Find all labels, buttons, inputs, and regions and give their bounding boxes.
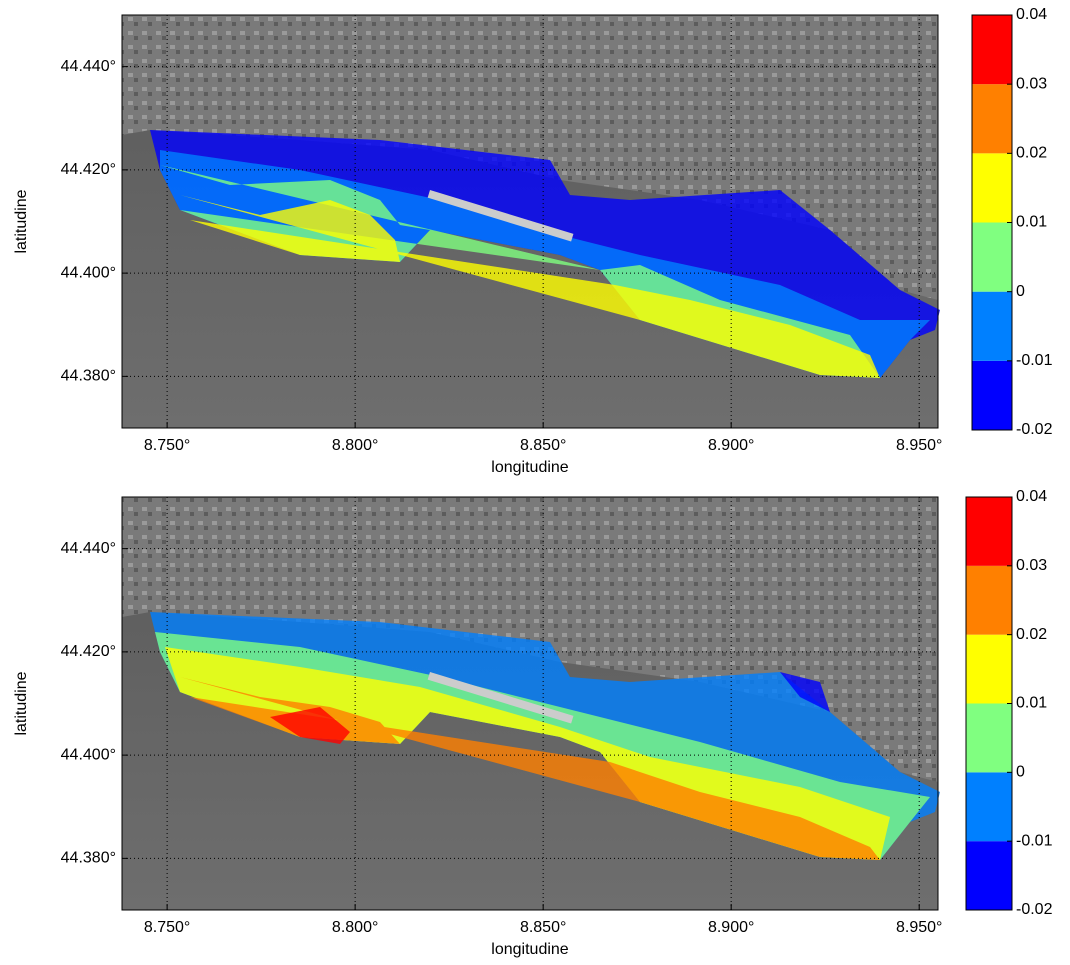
- y-tick-label: 44.400°: [61, 746, 116, 763]
- y-tick-label: 44.440°: [61, 540, 116, 557]
- x-axis-label: longitudine: [491, 941, 569, 958]
- colorbar-label: 0.03: [1016, 557, 1047, 574]
- colorbar-label: 0.01: [1016, 214, 1047, 231]
- y-tick-label: 44.380°: [61, 368, 116, 385]
- figure: 8.750° 8.800° 8.850° 8.900° 8.950° 44.380° 44.…: [0, 0, 1070, 965]
- x-tick-label: 8.950°: [896, 919, 942, 936]
- colorbar-label: 0: [1016, 283, 1025, 300]
- colorbar-segment: [966, 704, 1012, 773]
- x-tick-label: 8.850°: [520, 919, 566, 936]
- x-tick-label: 8.750°: [144, 919, 190, 936]
- colorbar-label: 0.04: [1016, 488, 1047, 505]
- colorbar-label: -0.02: [1016, 421, 1053, 438]
- colorbar-segment: [966, 841, 1012, 910]
- x-tick-label: 8.850°: [520, 437, 566, 454]
- colorbar-segment: [966, 635, 1012, 704]
- colorbar-label: 0: [1016, 764, 1025, 781]
- x-tick-label: 8.750°: [144, 437, 190, 454]
- colorbar-label: 0.02: [1016, 626, 1047, 643]
- colorbar-segment: [972, 153, 1012, 222]
- y-tick-label: 44.440°: [61, 58, 116, 75]
- x-tick-label: 8.900°: [708, 437, 754, 454]
- colorbar-label: 0.04: [1016, 6, 1047, 23]
- y-tick-label: 44.380°: [61, 850, 116, 867]
- x-tick-label: 8.950°: [896, 437, 942, 454]
- map-panel: 8.750° 8.800° 8.850° 8.900° 8.950° 44.380° 44.…: [13, 6, 1052, 476]
- page: 8.750° 8.800° 8.850° 8.900° 8.950° 44.380° 44.…: [0, 0, 1070, 965]
- colorbar-segment: [966, 772, 1012, 841]
- colorbar-segment: [972, 292, 1012, 361]
- colorbar-segment: [966, 566, 1012, 635]
- x-tick-label: 8.800°: [332, 437, 378, 454]
- x-axis-label: longitudine: [491, 459, 569, 476]
- colorbar-segment: [972, 15, 1012, 84]
- y-axis-label: latitudine: [13, 189, 30, 253]
- colorbar-label: -0.02: [1016, 901, 1053, 918]
- colorbar-segment: [972, 361, 1012, 430]
- x-tick-label: 8.800°: [332, 919, 378, 936]
- map-panel: 8.750° 8.800° 8.850° 8.900° 8.950° 44.380° 44.…: [13, 488, 1052, 958]
- colorbar-segment: [966, 497, 1012, 566]
- y-axis-label: latitudine: [13, 671, 30, 735]
- y-tick-label: 44.400°: [61, 264, 116, 281]
- y-tick-label: 44.420°: [61, 643, 116, 660]
- colorbar-label: -0.01: [1016, 352, 1053, 369]
- colorbar-label: 0.01: [1016, 695, 1047, 712]
- colorbar-label: -0.01: [1016, 832, 1053, 849]
- y-tick-label: 44.420°: [61, 161, 116, 178]
- colorbar-segment: [972, 223, 1012, 292]
- x-tick-label: 8.900°: [708, 919, 754, 936]
- colorbar-label: 0.03: [1016, 75, 1047, 92]
- colorbar-label: 0.02: [1016, 145, 1047, 162]
- colorbar-segment: [972, 84, 1012, 153]
